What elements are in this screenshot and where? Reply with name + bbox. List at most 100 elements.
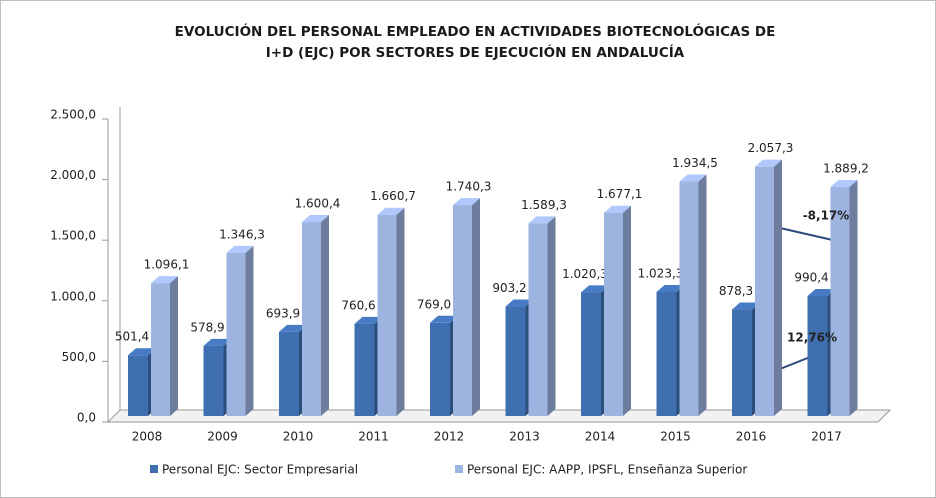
bar [377, 207, 405, 416]
chart-title: I+D (EJC) POR SECTORES DE EJECUCIÓN EN A… [266, 43, 685, 61]
bar-side [623, 205, 631, 416]
bar-front [128, 355, 148, 416]
chart-title: EVOLUCIÓN DEL PERSONAL EMPLEADO EN ACTIV… [175, 22, 776, 40]
bar-side [245, 245, 254, 416]
x-tick-label: 2012 [434, 430, 465, 444]
bar-top [151, 276, 178, 284]
bar [226, 245, 254, 416]
bar-side [547, 216, 556, 416]
bar-side [170, 276, 178, 416]
bar-front [807, 295, 828, 416]
bar-top [830, 180, 858, 188]
bar [151, 276, 178, 416]
bar [679, 174, 707, 416]
bar-front [581, 292, 601, 416]
bar-side [321, 215, 329, 416]
annotation: -8,17% [803, 209, 850, 223]
data-label: 878,3 [719, 284, 753, 298]
bar-top [203, 338, 232, 346]
bar-front [226, 252, 246, 416]
bar-top [354, 316, 383, 324]
data-label: 501,4 [115, 330, 149, 344]
data-label: 1.023,3 [638, 266, 684, 280]
bar-front [279, 331, 299, 416]
y-tick-label: 2.000,0 [50, 168, 96, 182]
bar-front [679, 181, 699, 416]
bar-front [430, 322, 450, 416]
y-tick-label: 0,0 [77, 411, 96, 425]
data-label: 578,9 [190, 320, 224, 334]
bar-front [377, 214, 397, 416]
bar [302, 215, 329, 416]
x-tick-label: 2015 [660, 430, 691, 444]
bar [830, 180, 858, 416]
data-label: 1.096,1 [144, 258, 190, 272]
bar-side [698, 174, 707, 416]
x-tick-label: 2016 [736, 430, 767, 444]
bar-top [226, 245, 254, 253]
y-tick-label: 500,0 [62, 350, 96, 364]
bar-front [302, 222, 321, 416]
data-label: 1.589,3 [521, 198, 567, 212]
bar [604, 205, 631, 416]
x-tick-label: 2011 [358, 430, 389, 444]
x-tick-label: 2008 [132, 430, 163, 444]
x-tick-label: 2013 [509, 430, 540, 444]
x-tick-label: 2010 [283, 430, 314, 444]
legend-label: Personal EJC: AAPP, IPSFL, Enseñanza Sup… [467, 463, 747, 477]
bar-front [755, 166, 774, 416]
data-label: 1.889,2 [823, 162, 869, 176]
bar-front [528, 223, 548, 416]
bar-front [203, 345, 224, 416]
bar-front [354, 323, 375, 416]
data-label: 1.600,4 [295, 197, 341, 211]
data-label: 990,4 [794, 270, 828, 284]
x-tick-label: 2009 [207, 430, 238, 444]
bar-side [472, 198, 480, 416]
bar-top [656, 284, 685, 292]
bar-side [774, 159, 782, 416]
bar-front [453, 205, 472, 416]
data-label: 903,2 [492, 281, 526, 295]
data-label: 1.346,3 [219, 227, 265, 241]
bar-top [302, 215, 329, 223]
bar-front [505, 306, 526, 416]
y-tick-label: 1.000,0 [50, 289, 96, 303]
bar [755, 159, 782, 416]
x-tick-label: 2014 [585, 430, 616, 444]
bar-top [807, 288, 836, 296]
bar-top [604, 205, 631, 213]
bar-top [679, 174, 707, 182]
data-label: 693,9 [266, 306, 300, 320]
bar-top [528, 216, 556, 224]
bar-top [505, 299, 534, 307]
annotation: 12,76% [787, 331, 837, 345]
bar-front [656, 291, 677, 416]
bar-front [151, 283, 170, 416]
y-tick-label: 2.500,0 [50, 108, 96, 122]
bar-top [279, 324, 307, 332]
bar-top [755, 159, 782, 167]
bar-front [732, 309, 752, 416]
y-tick-label: 1.500,0 [50, 229, 96, 243]
bar-side [396, 207, 405, 416]
data-label: 1.660,7 [370, 189, 416, 203]
bar-top [430, 315, 458, 323]
bar-side [849, 180, 858, 416]
x-tick-label: 2017 [811, 430, 842, 444]
bar [453, 198, 480, 416]
data-label: 760,6 [341, 298, 375, 312]
data-label: 1.934,5 [672, 156, 718, 170]
bar-top [732, 302, 760, 310]
bar-top [581, 285, 609, 293]
legend-swatch [150, 465, 158, 473]
bar-front [830, 187, 850, 416]
bar-top [128, 348, 156, 356]
data-label: 1.740,3 [446, 180, 492, 194]
bar-top [377, 207, 405, 215]
data-label: 1.020,3 [562, 267, 608, 281]
bar [528, 216, 556, 416]
data-label: 1.677,1 [597, 187, 643, 201]
legend-swatch [455, 465, 463, 473]
